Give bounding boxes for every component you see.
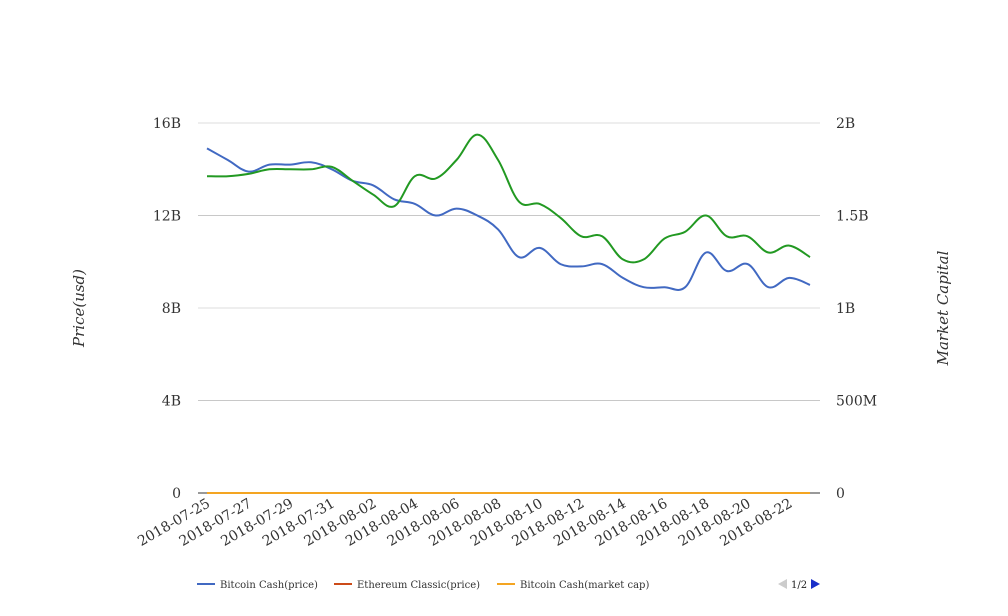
page-indicator: 1/2 [791, 580, 807, 591]
next-page-icon[interactable] [811, 579, 820, 589]
y2-tick-label: 2B [836, 116, 855, 132]
legend-label: Bitcoin Cash(price) [220, 580, 318, 591]
legend-item[interactable]: Bitcoin Cash(market cap) [497, 580, 649, 591]
right-y-axis: 0 500M 1B 1.5B 2B [836, 116, 877, 502]
prev-page-icon[interactable] [778, 579, 787, 589]
y2-axis-title: Market Capital [934, 250, 952, 366]
legend-item[interactable]: Ethereum Classic(price) [334, 580, 480, 591]
y2-tick-label: 1B [836, 301, 855, 317]
series-line-0 [206, 147, 811, 291]
y-tick-label: 4B [162, 394, 181, 410]
legend: Bitcoin Cash(price) Ethereum Classic(pric… [197, 580, 649, 591]
y2-tick-label: 1.5B [836, 209, 869, 225]
gridlines [198, 122, 820, 494]
legend-pager: 1/2 [778, 579, 820, 591]
y-tick-label: 0 [172, 486, 181, 502]
series-lines [206, 133, 811, 495]
x-axis: 2018-07-252018-07-272018-07-292018-07-31… [135, 496, 795, 550]
y-tick-label: 8B [162, 301, 181, 317]
left-y-axis: 0 4B 8B 12B 16B [153, 116, 181, 502]
legend-item[interactable]: Bitcoin Cash(price) [197, 580, 318, 591]
series-line-3 [206, 133, 811, 264]
y2-tick-label: 0 [836, 486, 845, 502]
y-tick-label: 12B [153, 209, 181, 225]
legend-label: Ethereum Classic(price) [357, 580, 480, 591]
legend-label: Bitcoin Cash(market cap) [520, 580, 649, 591]
y-tick-label: 16B [153, 116, 181, 132]
y2-tick-label: 500M [836, 394, 877, 410]
y-axis-title: Price(usd) [70, 269, 88, 348]
